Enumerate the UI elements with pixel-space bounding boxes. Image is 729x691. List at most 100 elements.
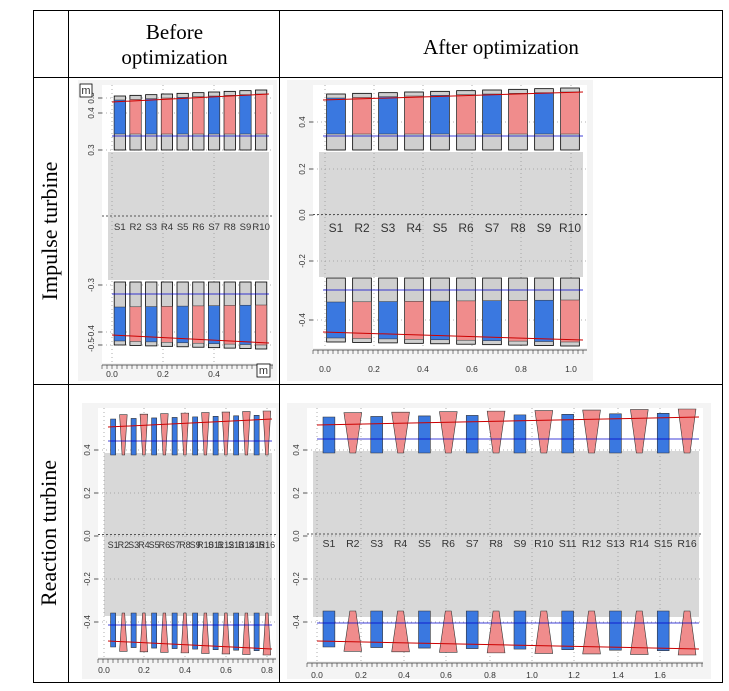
stage-label-s7: S7 — [208, 222, 220, 233]
after-header-text: After optimization — [423, 35, 579, 59]
stator-blade-top — [322, 416, 336, 454]
stator-blade-top — [233, 415, 239, 456]
tip-line-top — [107, 418, 273, 428]
rotor-blade-bottom — [262, 612, 272, 656]
x-tick-label: 0.2 — [157, 369, 169, 379]
y-tick-label: 0.2 — [83, 487, 92, 499]
stage-label-r8: R8 — [489, 538, 503, 550]
stator-blade-top — [208, 95, 220, 135]
stage-label-r6: R6 — [159, 540, 171, 550]
rotor-blade-bottom — [560, 299, 580, 343]
y-tick-label: -0.4 — [292, 615, 301, 629]
rotor-blade-top — [223, 95, 236, 135]
stator-blade-top — [430, 95, 450, 135]
rotor-blade-bottom — [201, 612, 210, 654]
after-optimization-header: After optimization — [282, 35, 720, 60]
stator-blade-bottom — [110, 612, 116, 648]
stator-blade-bottom — [113, 306, 126, 342]
stator-blade-top — [465, 415, 479, 454]
stage-label-s5: S5 — [418, 538, 431, 550]
unit-marker-y: m — [81, 85, 90, 97]
stage-label-r4: R4 — [406, 221, 422, 235]
stage-label-s13: S13 — [606, 538, 625, 550]
rotor-blade-bottom — [582, 610, 601, 655]
stator-blade-bottom — [239, 304, 252, 345]
y-tick-label: 0.0 — [298, 209, 307, 221]
stage-label-r14: R14 — [238, 540, 255, 550]
stator-blade-bottom — [430, 300, 450, 341]
stage-label-r10: R10 — [197, 540, 214, 550]
stage-label-s15: S15 — [249, 540, 265, 550]
stage-label-s5: S5 — [149, 540, 160, 550]
x-tick-label: 0.0 — [319, 364, 331, 374]
y-tick-label: -0.4 — [83, 615, 92, 629]
rotor-blade-bottom — [242, 612, 251, 655]
x-tick-label: 0.8 — [261, 665, 273, 675]
unit-marker-box-x — [256, 363, 271, 378]
rotor-blade-bottom — [456, 300, 476, 341]
stator-blade-top — [418, 415, 431, 454]
stator-blade-top — [326, 97, 346, 135]
stage-label-s3: S3 — [128, 540, 139, 550]
rotor-blade-bottom — [404, 301, 424, 340]
stage-label-r4: R4 — [138, 540, 150, 550]
stator-blade-bottom — [609, 610, 622, 651]
stator-blade-top — [192, 416, 198, 456]
x-tick-label: 0.4 — [417, 364, 429, 374]
stage-label-r10: R10 — [559, 221, 581, 235]
before-optimization-header: Before optimization — [72, 20, 277, 70]
y-tick-label: -0.2 — [292, 572, 301, 586]
y-tick-label: -0.2 — [83, 572, 92, 586]
y-tick-label: 0.2 — [298, 163, 307, 175]
rotor-blade-bottom — [630, 610, 649, 655]
x-tick-label: 0.2 — [355, 670, 367, 679]
stage-label-r8: R8 — [224, 222, 236, 233]
stator-blade-top — [656, 412, 670, 454]
stage-label-s7: S7 — [169, 540, 180, 550]
stage-label-s3: S3 — [145, 222, 157, 233]
stage-label-r2: R2 — [129, 222, 141, 233]
rotor-blade-bottom — [139, 612, 149, 653]
rotor-blade-bottom — [439, 610, 458, 653]
rotor-blade-bottom — [534, 610, 554, 654]
stator-blade-bottom — [151, 612, 157, 649]
stage-label-r2: R2 — [346, 538, 360, 550]
reaction-turbine-label: Reaction turbine — [36, 460, 61, 607]
stator-blade-bottom — [130, 612, 137, 648]
stage-label-s13: S13 — [228, 540, 244, 550]
stage-label-r16: R16 — [677, 538, 696, 550]
stator-blade-top — [253, 414, 260, 456]
rotor-blade-bottom — [677, 610, 697, 656]
stage-label-s15: S15 — [654, 538, 673, 550]
stator-blade-top — [609, 413, 622, 454]
rotor-blade-top — [456, 94, 476, 135]
stator-blade-bottom — [208, 305, 220, 344]
stator-blade-bottom — [253, 612, 260, 652]
stage-label-s1: S1 — [323, 538, 336, 550]
stator-blade-bottom — [534, 299, 554, 342]
stator-blade-bottom — [418, 610, 431, 649]
stator-blade-bottom — [378, 301, 398, 340]
x-tick-label: 0.4 — [208, 369, 220, 379]
before-header-text: Before optimization — [121, 20, 228, 69]
stator-blade-top — [151, 417, 157, 456]
x-tick-label: 0.0 — [311, 670, 323, 679]
x-tick-label: 0.6 — [440, 670, 452, 679]
rotor-blade-bottom — [391, 610, 410, 653]
stator-blade-top — [176, 97, 189, 135]
stage-label-r10: R10 — [252, 222, 269, 233]
stage-label-r4: R4 — [161, 222, 173, 233]
hub-region — [108, 152, 269, 280]
stator-blade-bottom — [656, 610, 670, 652]
stator-blade-bottom — [322, 610, 336, 648]
stage-label-r12: R12 — [218, 540, 235, 550]
rotor-blade-top — [192, 96, 205, 135]
reaction-after-panel: S1 R2 S3 R4 S5 R6 S7 R8 S9 R10 S11 R12 S13 R14 S15 R16 -… — [287, 403, 711, 679]
stator-blade-top — [378, 96, 398, 135]
y-tick-label: 0.4 — [292, 444, 301, 456]
y-tick-label: 0.4 — [87, 107, 96, 119]
tip-line-bottom — [107, 640, 273, 650]
rotor-blade-top — [630, 409, 649, 454]
x-tick-label: 0.4 — [179, 665, 191, 675]
